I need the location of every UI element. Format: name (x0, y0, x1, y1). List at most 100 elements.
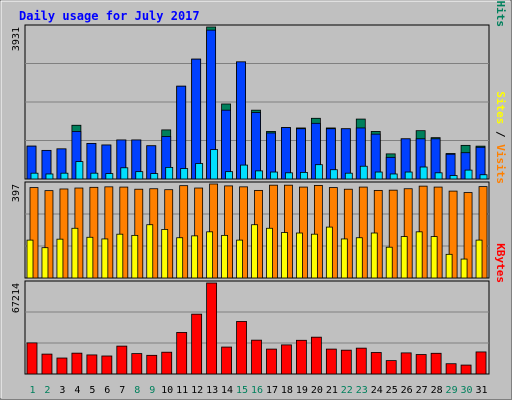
bar-kbytes-day-31 (475, 351, 487, 375)
x-tick-label-day-29: 29 (446, 385, 458, 396)
x-tick-label-day-2: 2 (44, 385, 50, 396)
bar-visits-day-29 (448, 190, 458, 279)
bar-kbytes-day-10 (161, 351, 173, 375)
chart-panels: 3931 Pages / Files / Hits 397 Sites / Visit… (11, 0, 507, 375)
panel-kbytes: 67214 KBytes (11, 243, 507, 375)
bar-visits-day-28 (433, 186, 443, 279)
x-tick-label-day-25: 25 (386, 385, 398, 396)
bar-pages-day-23 (359, 165, 368, 180)
bar-sites-day-24 (370, 232, 378, 279)
bar-pages-day-19 (300, 172, 308, 180)
panel-hits-axis-label: Pages / Files / Hits (494, 0, 507, 27)
x-tick-label-day-13: 13 (206, 385, 218, 396)
bar-files-day-18 (281, 127, 291, 180)
bar-pages-day-13 (210, 149, 219, 180)
bar-sites-day-2 (41, 247, 49, 279)
bar-files-day-16 (251, 112, 261, 180)
bar-kbytes-day-28 (430, 352, 442, 375)
bar-pages-day-6 (105, 173, 114, 180)
bar-sites-day-23 (355, 237, 363, 279)
bar-sites-day-1 (26, 239, 34, 279)
x-tick-label-day-8: 8 (134, 385, 140, 396)
bar-kbytes-day-12 (191, 313, 203, 375)
bar-pages-day-22 (344, 172, 353, 180)
bar-pages-day-1 (30, 172, 39, 180)
bar-kbytes-day-13 (206, 282, 218, 375)
bar-sites-day-15 (236, 239, 243, 279)
panel-kbytes-label-kbytes: KBytes (494, 243, 507, 283)
bar-kbytes-day-7 (116, 345, 128, 375)
bar-kbytes-day-24 (370, 352, 382, 375)
x-tick-label-day-22: 22 (341, 385, 353, 396)
x-tick-label-day-20: 20 (311, 385, 323, 396)
bar-pages-day-26 (404, 171, 413, 180)
bar-pages-day-9 (150, 173, 159, 180)
bar-pages-day-25 (389, 173, 398, 180)
bar-pages-day-5 (90, 172, 99, 180)
bar-sites-day-5 (86, 236, 94, 279)
bar-pages-day-28 (434, 172, 443, 180)
x-tick-label-day-27: 27 (416, 385, 428, 396)
bar-sites-day-27 (415, 231, 423, 279)
bar-files-day-14 (221, 109, 231, 180)
bar-pages-day-14 (225, 171, 233, 180)
x-tick-label-day-21: 21 (326, 385, 338, 396)
bar-visits-day-31 (478, 186, 488, 279)
panel-visits: 397 Sites / Visits (11, 91, 507, 279)
bar-pages-day-24 (374, 171, 383, 180)
bar-sites-day-8 (131, 234, 139, 279)
bar-visits-day-20 (313, 185, 323, 279)
bar-sites-day-16 (251, 224, 258, 279)
bar-sites-day-4 (71, 227, 79, 279)
bar-files-day-19 (296, 128, 306, 180)
bar-pages-day-21 (329, 169, 338, 180)
bar-kbytes-day-5 (86, 354, 98, 375)
panel-hits-label-separator: / (494, 0, 507, 1)
bar-sites-day-9 (146, 224, 154, 279)
bar-sites-day-22 (340, 238, 348, 279)
panel-visits-label-separator: / (494, 124, 507, 144)
x-tick-label-day-4: 4 (74, 385, 80, 396)
bar-visits-day-2 (44, 190, 54, 279)
x-tick-label-day-12: 12 (191, 385, 203, 396)
bar-sites-day-17 (266, 227, 273, 279)
bar-visits-day-11 (179, 185, 189, 279)
panel-kbytes-max-label: 67214 (11, 283, 22, 313)
bar-sites-day-6 (101, 238, 109, 279)
panel-hits-bars (26, 26, 488, 180)
bar-files-day-15 (236, 61, 246, 180)
bar-kbytes-day-25 (385, 360, 397, 375)
panel-visits-axis-label: Sites / Visits (494, 91, 507, 184)
bar-pages-day-10 (165, 166, 174, 180)
panel-visits-bars (26, 183, 488, 279)
x-tick-label-day-18: 18 (281, 385, 293, 396)
bar-sites-day-10 (161, 229, 169, 279)
bar-pages-day-3 (60, 172, 69, 180)
bar-kbytes-day-21 (325, 348, 337, 375)
x-tick-label-day-1: 1 (29, 385, 35, 396)
bar-visits-day-14 (224, 185, 233, 279)
x-tick-label-day-11: 11 (176, 385, 188, 396)
bar-visits-day-26 (403, 188, 413, 279)
bar-pages-day-7 (120, 167, 129, 180)
bar-pages-day-18 (285, 172, 293, 180)
bar-kbytes-day-1 (26, 342, 38, 375)
bar-sites-day-25 (385, 246, 393, 279)
bar-kbytes-day-16 (251, 339, 262, 375)
bar-visits-day-3 (59, 188, 69, 279)
x-tick-label-day-16: 16 (251, 385, 263, 396)
bar-visits-day-25 (388, 189, 398, 279)
bar-visits-day-5 (89, 186, 99, 279)
bar-pages-day-17 (270, 171, 278, 180)
bar-pages-day-29 (449, 175, 458, 180)
x-tick-label-day-3: 3 (59, 385, 65, 396)
bar-kbytes-day-27 (415, 354, 427, 375)
x-tick-label-day-17: 17 (266, 385, 278, 396)
bar-visits-day-13 (209, 183, 219, 279)
bar-sites-day-31 (475, 239, 483, 279)
bar-kbytes-day-20 (310, 336, 322, 375)
panel-visits-max-label: 397 (11, 184, 22, 202)
bar-kbytes-day-3 (56, 357, 68, 375)
